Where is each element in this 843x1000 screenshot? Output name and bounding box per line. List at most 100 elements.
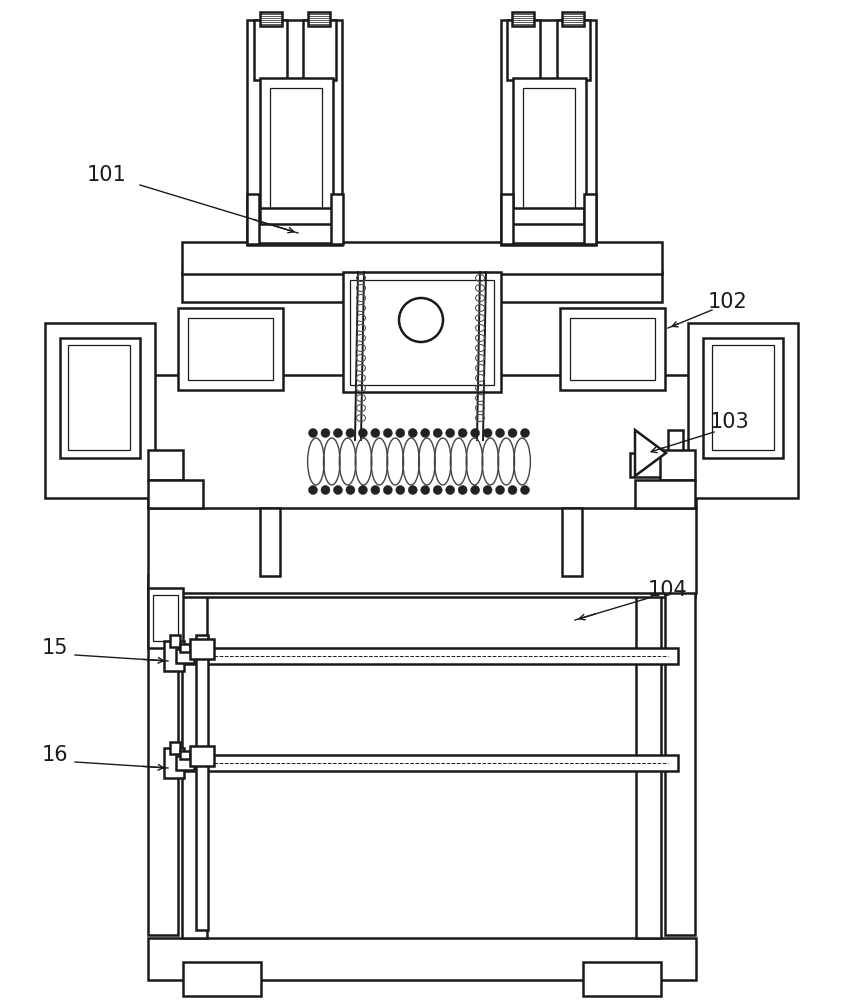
Bar <box>350 280 494 385</box>
Bar <box>178 308 283 390</box>
Bar <box>182 242 662 274</box>
Bar <box>260 12 282 26</box>
Bar <box>247 194 259 244</box>
Bar <box>250 218 342 243</box>
Bar <box>180 751 190 759</box>
Bar <box>560 308 665 390</box>
Bar <box>60 338 140 458</box>
Bar <box>148 375 696 593</box>
Bar <box>308 12 330 26</box>
Bar <box>331 194 343 244</box>
Bar <box>148 588 183 648</box>
Circle shape <box>421 486 430 494</box>
Text: 15: 15 <box>42 638 68 658</box>
Bar <box>190 639 214 659</box>
Bar <box>512 12 534 26</box>
Bar <box>148 480 203 508</box>
Text: 103: 103 <box>710 412 750 432</box>
Bar <box>303 20 336 80</box>
Circle shape <box>520 428 529 438</box>
Circle shape <box>508 428 517 438</box>
Bar <box>703 338 783 458</box>
Circle shape <box>433 486 443 494</box>
Bar <box>168 648 678 664</box>
Circle shape <box>408 428 417 438</box>
Text: 16: 16 <box>41 745 68 765</box>
Bar <box>583 962 661 996</box>
Bar <box>570 318 655 380</box>
Circle shape <box>446 428 454 438</box>
Bar <box>688 323 798 498</box>
Circle shape <box>346 428 355 438</box>
Bar <box>523 88 575 218</box>
Bar <box>182 272 662 302</box>
Circle shape <box>458 486 467 494</box>
Circle shape <box>483 428 492 438</box>
Circle shape <box>433 428 443 438</box>
Bar <box>635 480 695 508</box>
Bar <box>503 218 595 243</box>
Bar <box>562 12 584 26</box>
Bar <box>343 272 501 392</box>
Bar <box>168 755 678 771</box>
Bar <box>176 756 194 770</box>
Bar <box>170 635 180 647</box>
Bar <box>164 641 184 671</box>
Bar <box>501 194 513 244</box>
Circle shape <box>496 486 505 494</box>
Circle shape <box>321 428 330 438</box>
Bar <box>562 508 582 576</box>
Circle shape <box>408 486 417 494</box>
Circle shape <box>384 428 392 438</box>
Bar <box>270 88 322 218</box>
Bar <box>636 588 661 938</box>
Text: 101: 101 <box>87 165 127 185</box>
Bar <box>176 649 194 663</box>
Bar <box>557 20 590 80</box>
Circle shape <box>358 428 368 438</box>
Circle shape <box>384 486 392 494</box>
Bar <box>260 78 333 223</box>
Circle shape <box>371 428 380 438</box>
Circle shape <box>396 428 405 438</box>
Bar <box>668 430 683 495</box>
Bar <box>182 588 207 938</box>
Text: 102: 102 <box>708 292 748 312</box>
Polygon shape <box>635 430 666 476</box>
Bar <box>501 20 596 245</box>
Circle shape <box>396 486 405 494</box>
Bar <box>148 938 696 980</box>
Bar <box>148 575 695 597</box>
Circle shape <box>458 428 467 438</box>
Circle shape <box>334 486 342 494</box>
Circle shape <box>421 428 430 438</box>
Bar <box>260 508 280 576</box>
Bar <box>665 590 695 935</box>
Bar <box>164 748 184 778</box>
Bar <box>190 746 214 766</box>
Circle shape <box>309 486 318 494</box>
Circle shape <box>309 428 318 438</box>
Circle shape <box>483 486 492 494</box>
Circle shape <box>470 428 480 438</box>
Circle shape <box>446 486 454 494</box>
Bar <box>512 208 584 224</box>
Bar <box>247 20 342 245</box>
Bar <box>260 208 332 224</box>
Circle shape <box>334 428 342 438</box>
Bar <box>148 590 178 935</box>
Bar <box>45 323 155 498</box>
Bar <box>513 78 586 223</box>
Circle shape <box>321 486 330 494</box>
Bar <box>254 20 287 80</box>
Text: 104: 104 <box>648 580 688 600</box>
Bar <box>712 345 774 450</box>
Bar <box>153 595 178 641</box>
Bar <box>630 453 668 477</box>
Circle shape <box>496 428 505 438</box>
Bar <box>180 644 190 652</box>
Bar <box>584 194 596 244</box>
Bar <box>148 450 183 480</box>
Bar <box>188 318 273 380</box>
Circle shape <box>520 486 529 494</box>
